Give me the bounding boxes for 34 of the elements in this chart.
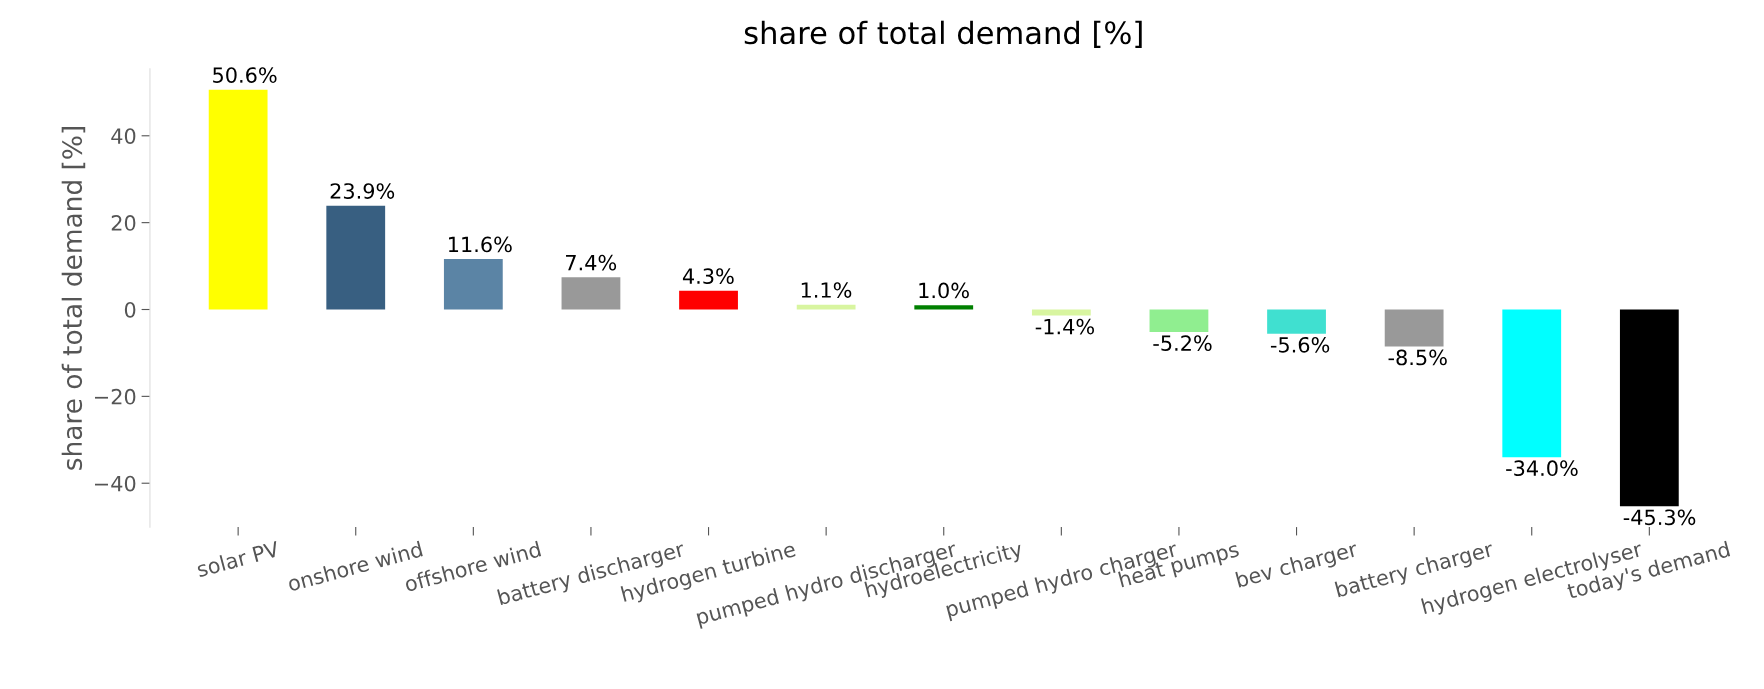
data-label: -8.5% — [1388, 349, 1447, 366]
bar — [561, 277, 621, 310]
bar — [443, 259, 503, 310]
bar — [326, 205, 386, 310]
y-tick-label: 0 — [124, 301, 136, 318]
chart-title: share of total demand [%] — [744, 20, 1142, 48]
y-tick-label: 40 — [111, 128, 136, 144]
data-label: 1.1% — [801, 282, 852, 298]
data-label: -34.0% — [1506, 460, 1578, 477]
bar — [914, 305, 974, 310]
y-tick-label: −40 — [94, 475, 136, 492]
y-tick-label: −20 — [94, 388, 136, 405]
data-label: -45.3% — [1623, 509, 1696, 526]
data-label: 1.0% — [919, 282, 969, 299]
bar — [1149, 309, 1209, 333]
data-label: -1.4% — [1035, 318, 1095, 335]
bar — [796, 304, 856, 310]
data-label: 4.3% — [682, 268, 734, 285]
x-tick-label: solar PV — [195, 540, 281, 578]
bar — [1502, 309, 1562, 458]
bar — [208, 89, 268, 310]
data-label: 7.4% — [566, 254, 617, 271]
bar — [1384, 309, 1444, 347]
y-axis-title: share of total demand [%] — [61, 127, 86, 470]
data-label: 50.6% — [213, 67, 277, 83]
bar — [1267, 309, 1326, 334]
bar — [1031, 309, 1091, 316]
bar — [1619, 309, 1679, 507]
data-label: -5.6% — [1270, 336, 1330, 353]
y-tick-label: 20 — [111, 215, 136, 231]
data-label: 11.6% — [449, 236, 512, 253]
data-label: -5.2% — [1153, 335, 1212, 351]
bar — [679, 290, 738, 310]
data-label: 23.9% — [330, 183, 395, 199]
